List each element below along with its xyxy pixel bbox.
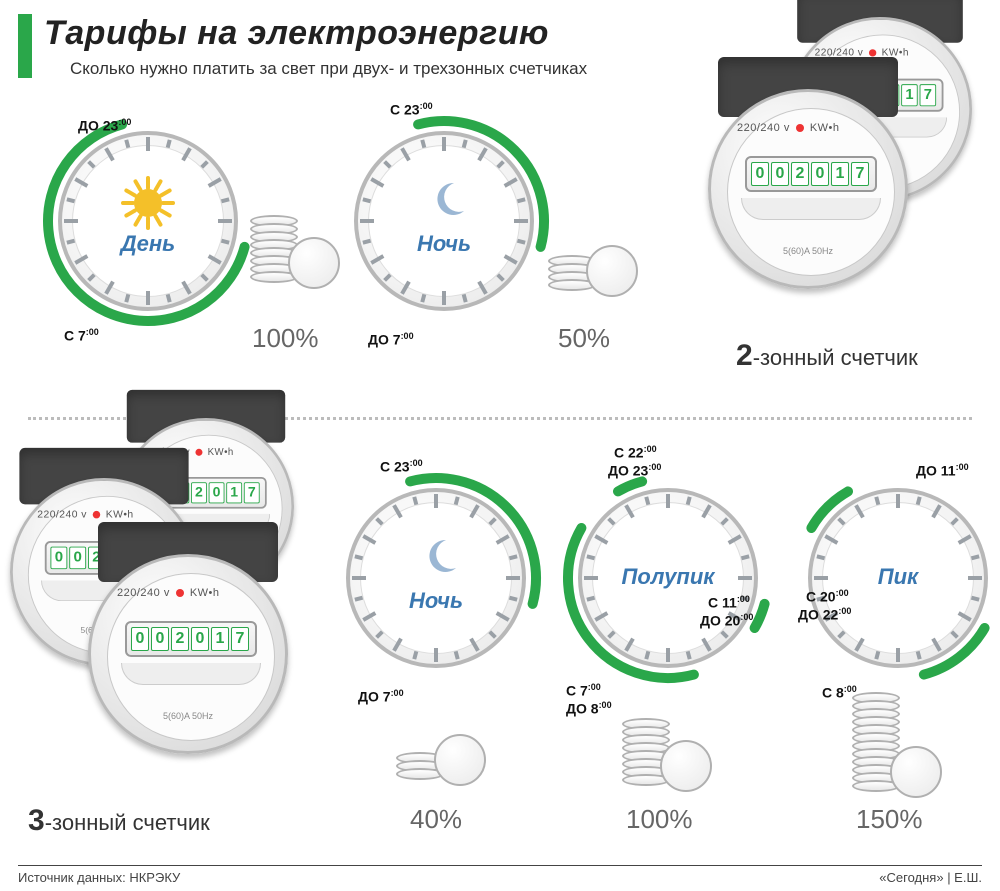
- time-pp-22: С 22:00: [614, 444, 657, 461]
- meter-unit: KW•h: [190, 587, 220, 599]
- time-pp-23: ДО 23:00: [608, 462, 661, 479]
- meter-unit: KW•h: [106, 509, 134, 520]
- clock-label-night3: Ночь: [346, 588, 526, 614]
- clock-3-night: Ночь: [346, 488, 526, 668]
- meter-fineprint: 5(60)A 50Hz: [711, 246, 905, 256]
- coin-icon: [890, 746, 942, 798]
- meter-fineprint: 5(60)A 50Hz: [91, 711, 285, 721]
- clock-label-day: День: [58, 231, 238, 257]
- time-pk-22: ДО 22:00: [798, 606, 851, 623]
- meter-voltage: 220/240 v: [37, 509, 87, 520]
- caption-3zone: 3-зонный счетчик: [28, 804, 210, 838]
- percent-pp: 100%: [626, 804, 693, 835]
- time-pk-20: С 20:00: [806, 588, 849, 605]
- coins-night: [548, 259, 596, 291]
- time-pk-11: ДО 11:00: [916, 462, 969, 479]
- coins-pp: [622, 722, 670, 786]
- caption-2zone: 2-зонный счетчик: [736, 339, 918, 373]
- meter-voltage: 220/240 v: [737, 122, 790, 134]
- page: Тарифы на электроэнергию Сколько нужно п…: [0, 0, 1000, 891]
- red-dot-icon: [93, 511, 101, 519]
- clock-label-night: Ночь: [354, 231, 534, 257]
- coin-icon: [660, 740, 712, 792]
- clock-peak: Пик: [808, 488, 988, 668]
- three-zone-section: 220/240 vKW•h 002017 5(60)A 50Hz 220/240…: [18, 424, 982, 854]
- red-dot-icon: [176, 589, 184, 597]
- time-day-to: ДО 23:00: [78, 117, 131, 134]
- clock-night: Ночь: [354, 131, 534, 311]
- meter-unit: KW•h: [810, 122, 840, 134]
- coins-day: [250, 219, 298, 283]
- meter-unit: KW•h: [208, 447, 234, 458]
- time-pp-8: ДО 8:00: [566, 700, 612, 717]
- time-pp-20: ДО 20:00: [700, 612, 753, 629]
- coins-3n: [396, 756, 444, 780]
- meter-voltage: 220/240 v: [117, 587, 170, 599]
- coin-icon: [288, 237, 340, 289]
- footer-source: Источник данных: НКРЭКУ: [18, 870, 180, 885]
- coin-icon: [434, 734, 486, 786]
- time-night-from: С 23:00: [390, 101, 433, 118]
- time-pp-7: С 7:00: [566, 682, 601, 699]
- footer-credit: «Сегодня» | Е.Ш.: [879, 870, 982, 885]
- coins-pk: [852, 696, 900, 792]
- time-3n-from: С 23:00: [380, 458, 423, 475]
- page-subtitle: Сколько нужно платить за свет при двух- …: [70, 59, 587, 79]
- moon-icon: [428, 179, 468, 219]
- time-3n-to: ДО 7:00: [358, 688, 404, 705]
- red-dot-icon: [869, 50, 876, 57]
- percent-night: 50%: [558, 323, 610, 354]
- footer: Источник данных: НКРЭКУ «Сегодня» | Е.Ш.: [18, 865, 982, 885]
- sun-icon: [124, 179, 172, 227]
- time-pp-11: С 11:00: [708, 594, 750, 611]
- clock-polupik: Полупик: [578, 488, 758, 668]
- red-dot-icon: [195, 449, 202, 456]
- two-zone-section: День ДО 23:00 С 7:00 100% Ночь С 23:00 Д…: [18, 79, 982, 413]
- page-title: Тарифы на электроэнергию: [44, 14, 587, 53]
- moon-icon: [420, 536, 460, 576]
- red-dot-icon: [796, 124, 804, 132]
- clock-day: День: [58, 131, 238, 311]
- title-accent: [18, 14, 32, 78]
- percent-day: 100%: [252, 323, 319, 354]
- time-night-to: ДО 7:00: [368, 331, 414, 348]
- time-day-from: С 7:00: [64, 327, 99, 344]
- percent-3n: 40%: [410, 804, 462, 835]
- clock-label-polupik: Полупик: [578, 564, 758, 590]
- clock-label-peak: Пик: [808, 564, 988, 590]
- percent-pk: 150%: [856, 804, 923, 835]
- coin-icon: [586, 245, 638, 297]
